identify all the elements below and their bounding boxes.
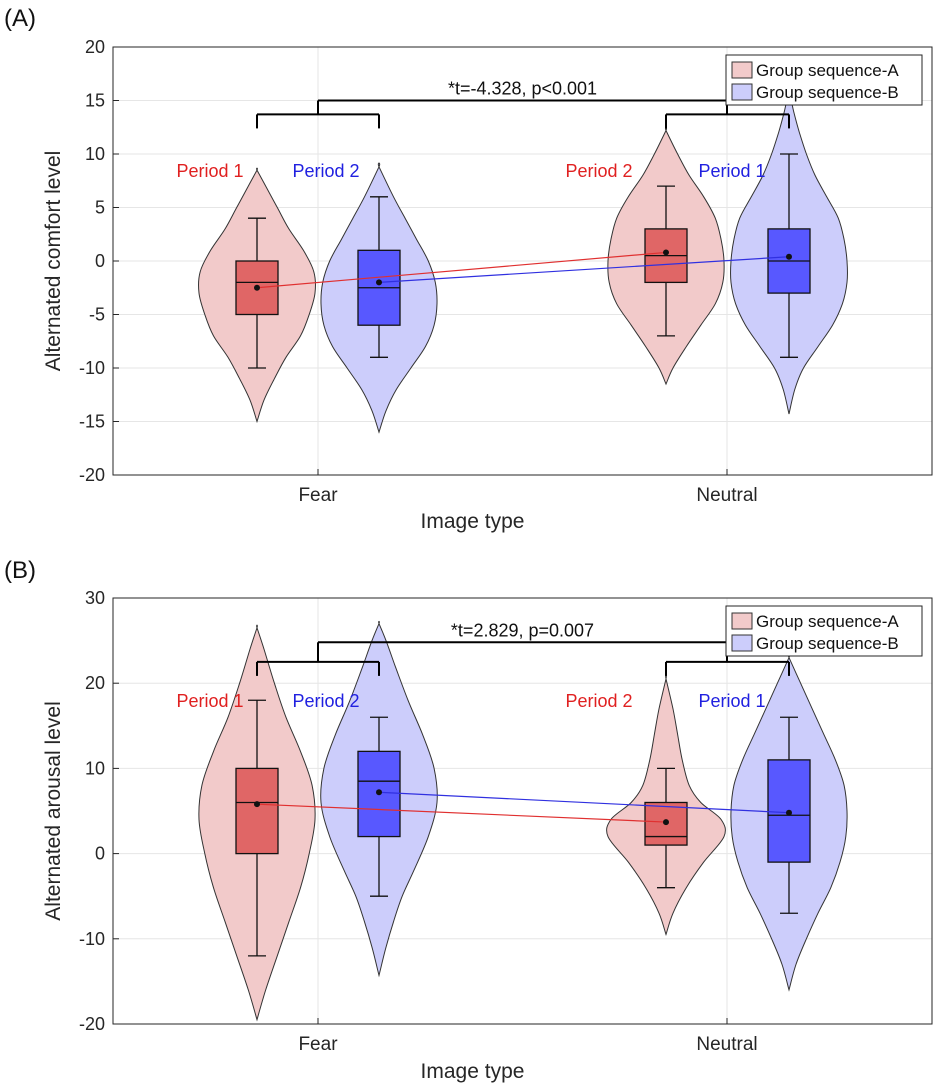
mean-marker [786,809,792,816]
mean-marker [663,249,669,256]
period-label: Period 2 [565,161,632,181]
mean-line-seq-a [256,803,667,823]
violin-seq-b-fear [320,162,438,434]
ytick-label: 0 [95,844,105,864]
panel-label: (A) [4,5,36,32]
legend-swatch [731,61,753,79]
axes-frame [112,597,933,1025]
legend-entry: Group sequence-B [756,634,899,653]
significance-annotation: *t=2.829, p=0.007 [451,620,594,640]
ytick-label: -10 [79,358,105,378]
ytick-label: 0 [95,251,105,271]
mean-marker [376,279,382,286]
xtick-label: Neutral [696,485,757,506]
x-axis-label: Image type [421,510,525,533]
box-iqr [235,767,279,855]
legend: Group sequence-A Group sequence-B [725,605,923,657]
ytick-label: 10 [85,758,105,778]
mean-line-seq-b [378,791,790,814]
ytick-label: 20 [85,673,105,693]
panel-a: 20 15 10 5 0 -5 -10 -15 -20 Fear Neutral (A) Image t… [4,5,933,533]
ytick-label: 20 [85,37,105,57]
ytick-label: 15 [85,91,105,111]
mean-line-seq-a [256,251,667,289]
legend-entry: Group sequence-A [756,612,899,631]
ytick-label: -20 [79,1014,105,1034]
axes-frame [112,46,933,476]
legend: Group sequence-A Group sequence-B [725,54,923,106]
ytick-label: -20 [79,465,105,485]
violin-seq-a-neutral [607,127,725,386]
period-label: Period 2 [565,691,632,711]
violin-seq-a-fear [198,167,316,424]
period-label: Period 2 [292,691,359,711]
mean-line-seq-b [378,256,790,283]
mean-marker [254,284,260,291]
legend-swatch [731,634,753,652]
ytick-label: -10 [79,929,105,949]
ytick-label: 10 [85,144,105,164]
period-label: Period 1 [698,161,765,181]
panel-label: (B) [4,557,36,584]
mean-marker [254,801,260,808]
y-axis-label: Alternated comfort level [42,151,65,372]
ytick-label: 5 [95,198,105,218]
mean-marker [663,819,669,826]
significance-bracket: *t=2.829, p=0.007 [256,620,790,676]
legend-box [725,54,923,106]
period-label: Period 1 [698,691,765,711]
ytick-label: -5 [89,305,105,325]
y-axis-label: Alternated arousal level [42,701,65,920]
mean-marker [786,253,792,260]
panel-b: 30 20 10 0 -10 -20 Fear Neutral (B) Image type Alt… [4,557,933,1083]
legend-box [725,605,923,657]
ytick-label: -15 [79,412,105,432]
significance-annotation: *t=-4.328, p<0.001 [448,79,597,99]
legend-swatch [731,612,753,630]
violin-seq-a-neutral [606,674,726,937]
period-label: Period 2 [292,161,359,181]
legend-entry: Group sequence-B [756,83,899,102]
legend-swatch [731,83,753,101]
period-label: Period 1 [176,161,243,181]
violin-seq-a-fear [198,624,316,1022]
ytick-label: 30 [85,588,105,608]
xtick-label: Fear [298,1034,338,1055]
mean-marker [376,789,382,796]
legend-entry: Group sequence-A [756,61,899,80]
xtick-label: Fear [298,485,338,506]
period-label: Period 1 [176,691,243,711]
x-axis-label: Image type [421,1060,525,1083]
xtick-label: Neutral [696,1034,757,1055]
significance-bracket: *t=-4.328, p<0.001 [256,79,790,129]
